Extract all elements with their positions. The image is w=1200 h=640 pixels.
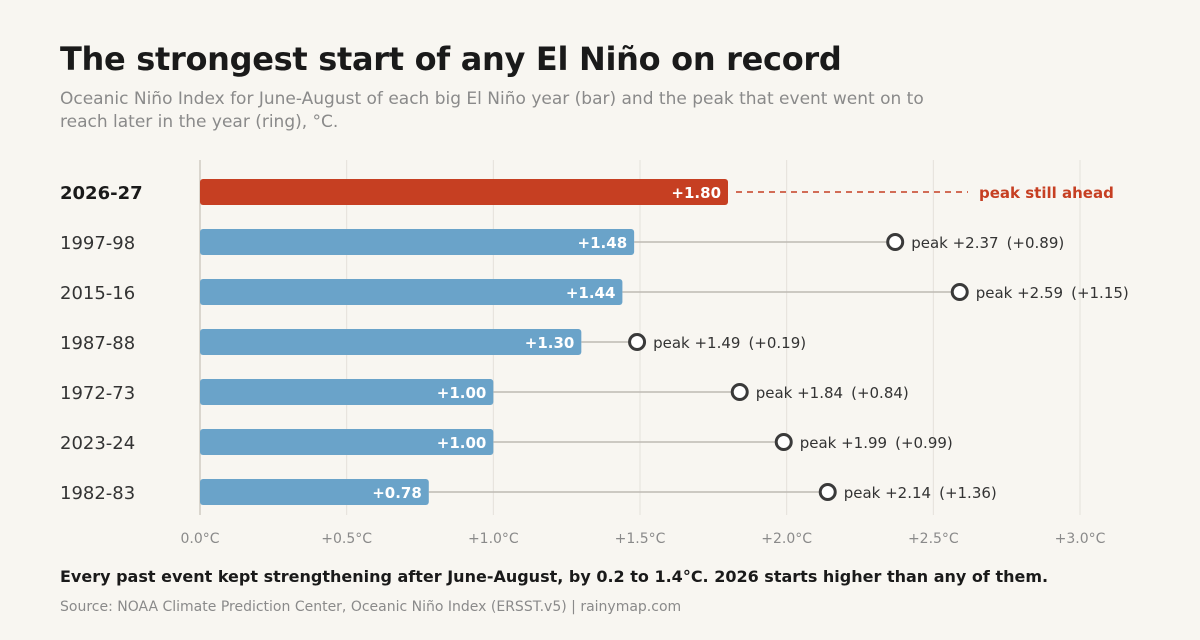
peak-still-ahead-label: peak still ahead <box>979 184 1114 202</box>
peak-value-label: peak +2.14 (+1.36) <box>844 484 997 502</box>
year-label: 2023-24 <box>60 433 135 454</box>
peak-ring <box>818 483 837 501</box>
jja-bar <box>200 379 494 405</box>
peak-change-label: (+0.84) <box>851 384 909 402</box>
peak-ring <box>886 233 905 251</box>
jja-bar <box>200 279 623 305</box>
peak-value-label: peak +1.84 (+0.84) <box>756 384 909 402</box>
peak-ring <box>730 383 749 401</box>
peak-value-label: peak +1.99 (+0.99) <box>800 434 953 452</box>
x-tick-label: +1.0°C <box>468 531 519 547</box>
jja-bar <box>200 329 582 355</box>
peak-change-label: (+1.36) <box>939 484 997 502</box>
peak-change-label: (+0.19) <box>748 334 806 352</box>
peak-label: peak +2.14 <box>844 484 931 502</box>
jja-bar <box>200 479 429 505</box>
jja-bar <box>200 229 635 255</box>
peak-ring <box>774 433 793 451</box>
x-tick-label: +3.0°C <box>1055 531 1106 547</box>
peak-ring <box>628 333 647 351</box>
year-label: 1987-88 <box>60 333 135 354</box>
bar-value-label: +1.48 <box>578 234 628 252</box>
bar-value-label: +0.78 <box>372 484 422 502</box>
peak-label: peak +1.84 <box>756 384 843 402</box>
bar-value-label: +1.80 <box>671 184 721 202</box>
year-label: 1972-73 <box>60 383 135 404</box>
peak-value-label: peak +2.59 (+1.15) <box>976 284 1129 302</box>
bar-value-label: +1.30 <box>525 334 575 352</box>
x-tick-label: +2.0°C <box>761 531 812 547</box>
peak-change-label: (+0.89) <box>1007 234 1065 252</box>
bar-value-label: +1.00 <box>437 384 487 402</box>
x-tick-label: +2.5°C <box>908 531 959 547</box>
bar-value-label: +1.44 <box>566 284 616 302</box>
chart-title: The strongest start of any El Niño on re… <box>60 40 842 78</box>
jja-bar <box>200 179 728 205</box>
peak-label: peak +2.59 <box>976 284 1063 302</box>
peak-change-label: (+0.99) <box>895 434 953 452</box>
source-note: Source: NOAA Climate Prediction Center, … <box>60 599 682 615</box>
year-label: 1997-98 <box>60 233 135 254</box>
peak-label: peak +2.37 <box>911 234 998 252</box>
peak-ring <box>950 283 969 301</box>
bar-value-label: +1.00 <box>437 434 487 452</box>
takeaway-note: Every past event kept strengthening afte… <box>60 567 1049 586</box>
peak-change-label: (+1.15) <box>1071 284 1129 302</box>
peak-value-label: peak +1.49 (+0.19) <box>653 334 806 352</box>
chart-subtitle: Oceanic Niño Index for June-August of ea… <box>60 89 924 132</box>
peak-value-label: peak +2.37 (+0.89) <box>911 234 1064 252</box>
jja-bar <box>200 429 494 455</box>
year-label: 2015-16 <box>60 283 135 304</box>
x-tick-label: 0.0°C <box>180 531 219 547</box>
year-label: 1982-83 <box>60 483 135 504</box>
peak-label: peak +1.99 <box>800 434 887 452</box>
year-label: 2026-27 <box>60 183 143 204</box>
x-tick-label: +0.5°C <box>321 531 372 547</box>
x-tick-label: +1.5°C <box>615 531 666 547</box>
peak-label: peak +1.49 <box>653 334 740 352</box>
